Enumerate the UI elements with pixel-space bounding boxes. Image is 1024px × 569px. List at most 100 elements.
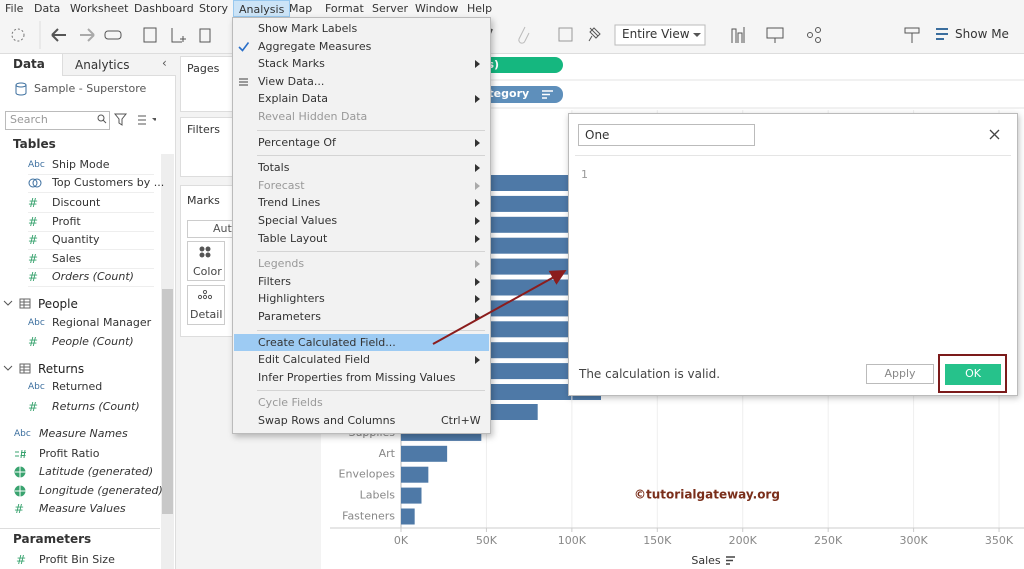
menu-item[interactable]: View Data... xyxy=(234,73,489,91)
datasource-icon[interactable] xyxy=(199,28,211,43)
color-icon xyxy=(199,246,211,258)
field[interactable]: Orders (Count) xyxy=(52,270,134,283)
menu-item[interactable]: Edit Calculated Field xyxy=(234,351,489,369)
menu-bar-item[interactable]: Help xyxy=(467,2,493,15)
collapse-icon[interactable]: ‹ xyxy=(162,56,167,70)
menu-bar-item[interactable]: Map xyxy=(289,2,313,15)
menu-item[interactable]: Parameters xyxy=(234,308,489,326)
fit-dropdown[interactable] xyxy=(614,24,706,46)
field[interactable]: Quantity xyxy=(52,233,100,246)
rows-pill-label: ategory xyxy=(481,87,530,100)
menu-bar-item[interactable]: Window xyxy=(415,2,459,15)
table-group[interactable]: People xyxy=(38,297,78,311)
color-label: Color xyxy=(193,265,222,278)
field[interactable]: Returns (Count) xyxy=(52,400,140,413)
redo-icon[interactable] xyxy=(80,28,95,42)
presentation-icon[interactable] xyxy=(766,27,784,43)
menu-item: Legends xyxy=(234,255,489,273)
menu-item[interactable]: Filters xyxy=(234,273,489,291)
table-icon xyxy=(19,298,31,309)
menu-item[interactable]: Swap Rows and Columns Ctrl+W xyxy=(234,412,489,430)
undo-icon[interactable] xyxy=(51,28,66,42)
analytics-tab[interactable]: Analytics xyxy=(75,58,130,72)
menu-bar-item[interactable]: Worksheet xyxy=(70,2,129,15)
menu-item[interactable]: Aggregate Measures xyxy=(234,38,489,56)
menu-bar-item[interactable]: Data xyxy=(34,2,61,15)
menu-bar-item[interactable]: Format xyxy=(325,2,364,15)
calc-icon xyxy=(15,449,26,459)
menu-item[interactable]: Explain Data xyxy=(234,90,489,108)
close-button[interactable] xyxy=(989,129,1000,140)
menu-item[interactable]: Highlighters xyxy=(234,290,489,308)
color-button[interactable] xyxy=(187,241,225,281)
submenu-arrow xyxy=(475,313,480,321)
menu-item[interactable]: Trend Lines xyxy=(234,194,489,212)
field[interactable]: Measure Names xyxy=(39,427,128,440)
field[interactable]: Ship Mode xyxy=(52,158,110,171)
save-icon[interactable] xyxy=(143,27,157,43)
menu-item[interactable]: Totals xyxy=(234,159,489,177)
field[interactable]: Regional Manager xyxy=(52,316,152,329)
submenu-arrow xyxy=(475,95,480,104)
menu-bar-item[interactable]: Dashboard xyxy=(134,2,194,15)
menu-item[interactable]: Table Layout xyxy=(234,230,489,248)
field[interactable]: Sales xyxy=(52,252,82,265)
field[interactable]: Discount xyxy=(52,196,101,209)
bar xyxy=(401,508,415,525)
new-datasource-icon[interactable] xyxy=(171,28,186,43)
menu-item[interactable]: Create Calculated Field... xyxy=(234,333,489,352)
submenu-arrow-shape xyxy=(475,217,480,225)
show-me-icon[interactable] xyxy=(936,28,948,40)
menu-bar-item[interactable]: Server xyxy=(372,2,409,15)
field[interactable]: Latitude (generated) xyxy=(39,465,154,478)
menu-item-label: Stack Marks xyxy=(258,57,325,71)
field-type-icon: # xyxy=(28,270,39,284)
parameter[interactable]: Profit Bin Size xyxy=(39,553,115,566)
datasource-name[interactable]: Sample - Superstore xyxy=(34,82,147,95)
field-underline xyxy=(28,249,154,250)
menu-item[interactable]: Show Mark Labels xyxy=(234,20,489,38)
swap-icon[interactable] xyxy=(104,30,122,40)
divider xyxy=(0,528,160,529)
data-tab[interactable]: Data xyxy=(13,57,45,71)
text-icon[interactable] xyxy=(558,27,573,42)
table-group[interactable]: Returns xyxy=(38,362,85,376)
menu-separator xyxy=(257,390,485,392)
field-type-icon: # xyxy=(28,233,39,247)
apply-button[interactable]: Apply xyxy=(866,364,934,384)
labels-icon[interactable] xyxy=(731,27,745,43)
ok-button[interactable]: OK xyxy=(945,364,1001,385)
menu-item[interactable]: Special Values xyxy=(234,212,489,230)
tooltip-icon[interactable] xyxy=(904,27,920,43)
pin-icon[interactable] xyxy=(588,27,601,42)
menu-item[interactable]: Infer Properties from Missing Values xyxy=(234,369,489,387)
menu-item[interactable]: Percentage Of xyxy=(234,134,489,152)
group-icons[interactable] xyxy=(3,298,37,310)
field[interactable]: Measure Values xyxy=(39,502,126,515)
field[interactable]: Profit Ratio xyxy=(39,447,100,460)
rows-pill[interactable]: ategory xyxy=(470,86,563,103)
menu-item-label: Table Layout xyxy=(258,231,328,245)
attach-icon[interactable] xyxy=(518,26,530,44)
menu-bar-item[interactable]: File xyxy=(5,2,24,15)
menu-bar-item[interactable]: Story xyxy=(199,2,229,15)
field[interactable]: Longitude (generated) xyxy=(39,484,163,497)
share-icon[interactable] xyxy=(807,32,813,38)
field[interactable]: Profit xyxy=(52,215,81,228)
field[interactable]: Top Customers by ... xyxy=(52,176,165,189)
calculation-name[interactable]: One xyxy=(585,128,610,142)
menu-item-label: Highlighters xyxy=(258,292,325,306)
field-type-icon xyxy=(15,449,26,459)
field[interactable]: People (Count) xyxy=(52,335,134,348)
search-box[interactable] xyxy=(5,111,110,130)
detail-button[interactable] xyxy=(187,285,225,325)
menu-item[interactable]: Stack Marks xyxy=(234,55,489,73)
fit-label[interactable]: Entire View xyxy=(622,27,690,41)
field[interactable]: Returned xyxy=(52,380,103,393)
show-me-button[interactable]: Show Me xyxy=(955,27,1009,41)
name-field[interactable] xyxy=(578,124,755,146)
menu-bar-item[interactable]: Analysis xyxy=(233,0,291,17)
scrollbar-thumb[interactable] xyxy=(162,289,173,514)
group-icons[interactable] xyxy=(3,363,37,375)
field-type-icon: # xyxy=(16,553,27,567)
